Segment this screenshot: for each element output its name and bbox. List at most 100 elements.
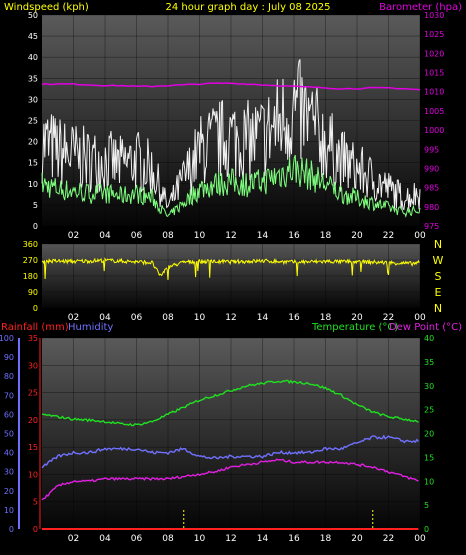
humidity-line <box>41 434 419 469</box>
x-tick-label: 02 <box>68 534 79 544</box>
wind-gust-line <box>41 59 421 211</box>
barometer-axis-label: Barometer (hpa) <box>379 2 462 13</box>
wind-y-tick-label: 20 <box>28 138 38 147</box>
x-tick-label: 16 <box>288 231 300 241</box>
direction-y-tick-label: 360 <box>23 240 38 249</box>
x-tick-label: 14 <box>257 231 269 241</box>
rainfall-y-tick-label: 30 <box>28 361 38 370</box>
x-tick-label: 00 <box>414 534 426 544</box>
compass-n-top: N <box>434 238 442 251</box>
dewpoint-axis-label: Dew Point (°C) <box>389 322 462 333</box>
wind-y-tick-label: 50 <box>28 11 38 20</box>
direction-y-tick-label: 0 <box>33 304 38 313</box>
barometer-line <box>41 82 421 91</box>
x-tick-label: 20 <box>351 534 363 544</box>
humidity-y-tick-label: 80 <box>4 372 14 381</box>
direction-y-tick-label: 180 <box>23 272 38 281</box>
x-tick-label: 16 <box>288 313 300 323</box>
x-tick-label: 14 <box>257 313 269 323</box>
humidity-y-tick-label: 0 <box>9 525 14 534</box>
x-tick-label: 06 <box>131 231 143 241</box>
temperature-y-tick-label: 20 <box>424 430 434 439</box>
rainfall-y-tick-label: 20 <box>28 416 38 425</box>
x-tick-label: 08 <box>162 313 174 323</box>
rainfall-axis-label: Rainfall (mm) <box>1 322 69 333</box>
direction-y-tick-label: 90 <box>28 288 38 297</box>
wind-y-tick-label: 30 <box>28 95 38 104</box>
x-tick-label: 02 <box>68 313 79 323</box>
temperature-y-tick-label: 0 <box>424 525 429 534</box>
humidity-y-tick-label: 30 <box>4 468 14 477</box>
wind-y-tick-label: 10 <box>28 180 38 189</box>
x-tick-label: 00 <box>414 231 426 241</box>
x-tick-label: 06 <box>131 313 143 323</box>
temperature-y-tick-label: 35 <box>424 358 434 367</box>
temperature-y-tick-label: 30 <box>424 382 434 391</box>
barometer-y-tick-label: 1015 <box>424 69 444 78</box>
x-tick-label: 04 <box>99 534 111 544</box>
wind-y-tick-label: 0 <box>33 222 38 231</box>
wind-direction-line <box>41 257 420 280</box>
humidity-y-tick-label: 100 <box>0 334 14 343</box>
barometer-y-tick-label: 1010 <box>424 88 444 97</box>
wind-y-tick-label: 5 <box>33 201 38 210</box>
windspeed-axis-label: Windspeed (kph) <box>4 2 89 13</box>
rainfall-y-tick-label: 35 <box>28 334 38 343</box>
temperature-y-tick-label: 15 <box>424 453 434 462</box>
barometer-y-tick-label: 980 <box>424 203 439 212</box>
wind-y-tick-label: 25 <box>28 117 38 126</box>
barometer-y-tick-label: 995 <box>424 145 439 154</box>
x-tick-label: 22 <box>383 313 394 323</box>
humidity-y-tick-label: 60 <box>4 410 14 419</box>
x-tick-label: 20 <box>351 313 363 323</box>
x-tick-label: 18 <box>320 231 332 241</box>
barometer-y-tick-label: 990 <box>424 164 439 173</box>
barometer-y-tick-label: 975 <box>424 222 439 231</box>
x-tick-label: 18 <box>320 534 332 544</box>
rainfall-y-tick-label: 25 <box>28 389 38 398</box>
humidity-y-tick-label: 50 <box>4 430 14 439</box>
rainfall-y-tick-label: 0 <box>33 525 38 534</box>
x-tick-label: 10 <box>194 313 206 323</box>
direction-y-tick-label: 270 <box>23 256 38 265</box>
barometer-y-tick-label: 1005 <box>424 107 444 116</box>
humidity-y-tick-label: 70 <box>4 391 14 400</box>
barometer-y-tick-label: 1025 <box>424 30 444 39</box>
compass-n-bottom: N <box>434 302 442 315</box>
barometer-y-tick-label: 1030 <box>424 11 444 20</box>
x-tick-label: 22 <box>383 534 394 544</box>
x-tick-label: 12 <box>225 534 236 544</box>
dewpoint-line <box>41 458 419 501</box>
x-tick-label: 08 <box>162 534 174 544</box>
humidity-y-tick-label: 20 <box>4 487 14 496</box>
compass-e: E <box>435 286 442 299</box>
x-tick-label: 04 <box>99 313 111 323</box>
wind-y-tick-label: 35 <box>28 74 38 83</box>
temperature-line <box>41 379 419 427</box>
humidity-y-tick-label: 90 <box>4 353 14 362</box>
x-tick-label: 22 <box>383 231 394 241</box>
x-tick-label: 06 <box>131 534 143 544</box>
x-tick-label: 20 <box>351 231 363 241</box>
x-tick-label: 12 <box>225 313 236 323</box>
chart-title: 24 hour graph day : July 08 2025 <box>165 2 330 13</box>
barometer-y-tick-label: 1020 <box>424 49 444 58</box>
humidity-y-tick-label: 40 <box>4 449 14 458</box>
barometer-y-tick-label: 1000 <box>424 126 444 135</box>
x-tick-label: 14 <box>257 534 269 544</box>
x-tick-label: 18 <box>320 313 332 323</box>
rainfall-y-tick-label: 10 <box>28 470 38 479</box>
humidity-y-tick-label: 10 <box>4 506 14 515</box>
rainfall-y-tick-label: 5 <box>33 498 38 507</box>
temperature-y-tick-label: 25 <box>424 406 434 415</box>
temperature-y-tick-label: 40 <box>424 334 434 343</box>
x-tick-label: 02 <box>68 231 79 241</box>
wind-y-tick-label: 45 <box>28 32 38 41</box>
compass-w: W <box>433 254 444 267</box>
barometer-y-tick-label: 985 <box>424 184 439 193</box>
temperature-y-tick-label: 10 <box>424 477 434 486</box>
x-tick-label: 00 <box>414 313 426 323</box>
x-tick-label: 10 <box>194 534 206 544</box>
x-tick-label: 16 <box>288 534 300 544</box>
